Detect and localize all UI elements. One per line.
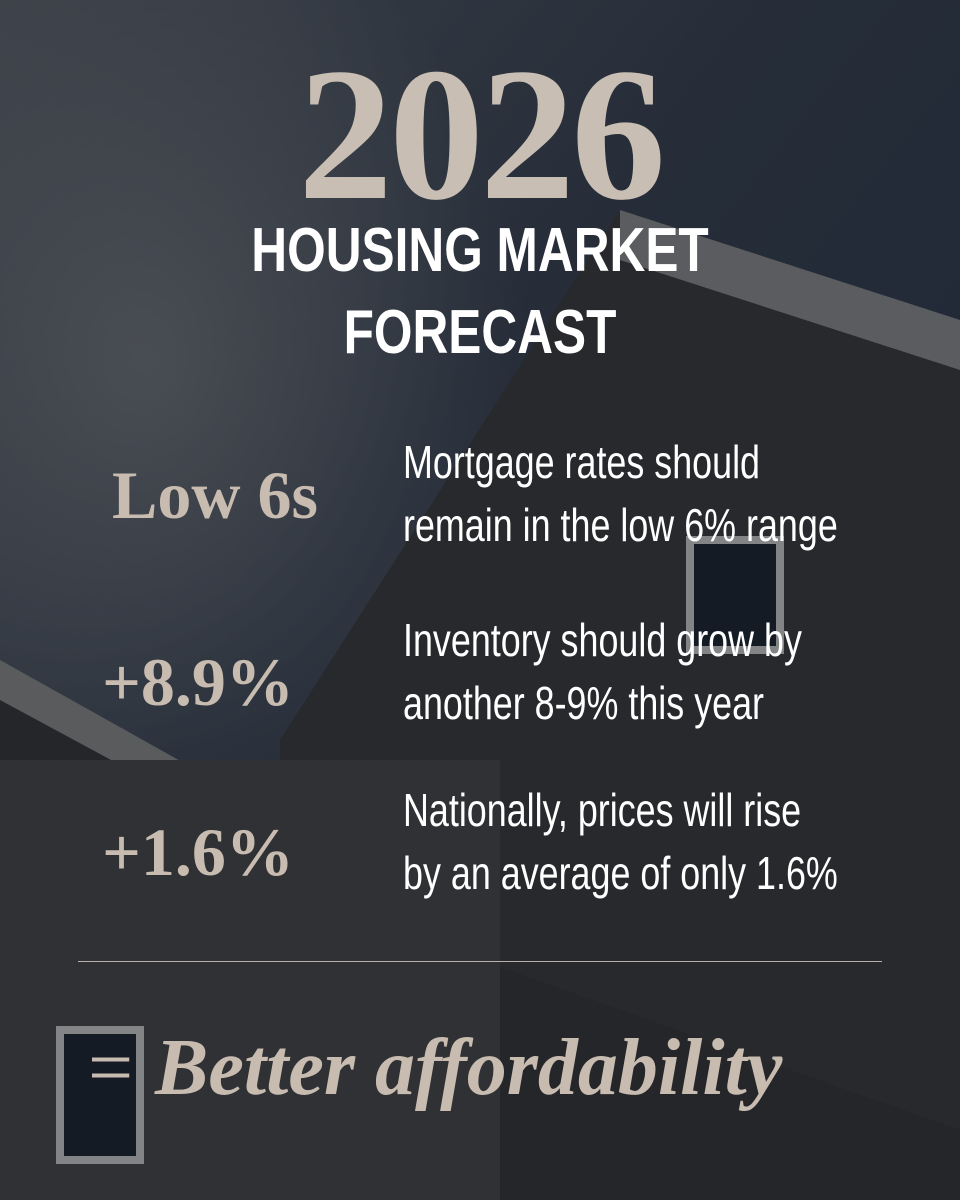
stat-description: Inventory should grow by bbox=[403, 614, 802, 666]
stat-figure: +1.6% bbox=[102, 814, 294, 890]
stat-description: remain in the low 6% range bbox=[403, 499, 838, 551]
footer-symbol: = bbox=[88, 1024, 134, 1112]
stat-figure: Low 6s bbox=[112, 457, 318, 533]
stat-figure: +8.9% bbox=[102, 644, 294, 720]
stat-description: by an average of only 1.6% bbox=[403, 847, 838, 899]
stat-description: another 8-9% this year bbox=[403, 677, 764, 729]
footer-text: Better affordability bbox=[155, 1024, 783, 1112]
title-line: FORECAST bbox=[343, 298, 617, 367]
divider bbox=[78, 961, 882, 962]
title-line: HOUSING MARKET bbox=[251, 216, 709, 285]
stat-description: Nationally, prices will rise bbox=[403, 784, 802, 836]
year: 2026 bbox=[298, 30, 666, 240]
stat-description: Mortgage rates should bbox=[403, 436, 761, 488]
